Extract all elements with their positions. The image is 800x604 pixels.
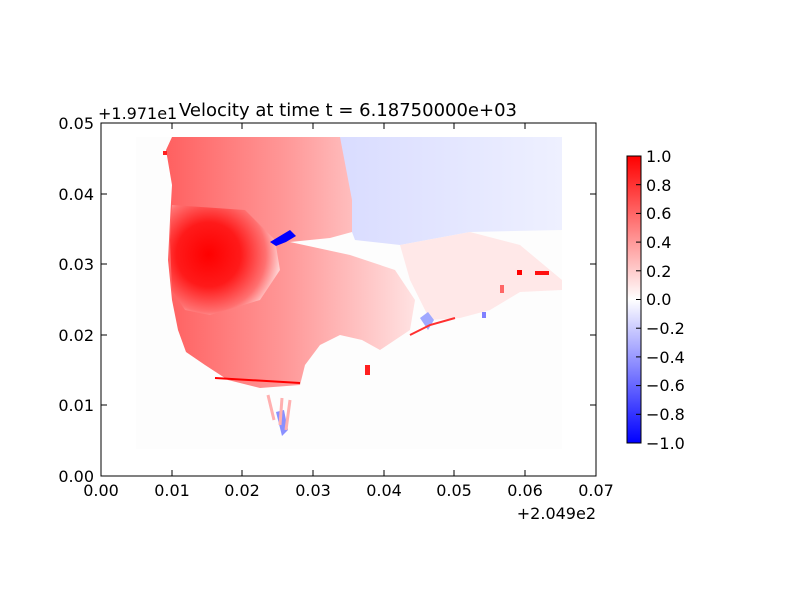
chart-title: Velocity at time t = 6.18750000e+03	[179, 100, 517, 121]
colorbar: 1.0 0.8 0.6 0.4 0.2 0.0 −0.2 −0.4 −0.6 −…	[626, 147, 685, 453]
speckle-3	[535, 271, 549, 275]
y-tick-label: 0.01	[58, 396, 94, 415]
y-tick-label: 0.05	[58, 114, 94, 133]
y-axis: 0.00 0.01 0.02 0.03 0.04 0.05 +1.971e1	[58, 104, 596, 486]
colorbar-tick-label: 0.8	[646, 176, 671, 195]
colorbar-tick-label: −0.2	[646, 319, 685, 338]
speckle-6	[365, 365, 370, 375]
speckle-1	[163, 151, 167, 155]
y-tick-label: 0.02	[58, 326, 94, 345]
field-region-east-lobe	[400, 232, 562, 320]
speckle-2	[517, 270, 522, 275]
field-region-core	[170, 205, 280, 315]
colorbar-tick-label: −0.4	[646, 348, 685, 367]
colorbar-tick-label: −1.0	[646, 434, 685, 453]
x-tick-label: 0.03	[295, 481, 331, 500]
x-tick-label: 0.00	[83, 481, 119, 500]
colorbar-tick-label: 0.6	[646, 204, 671, 223]
field-region-cool	[340, 137, 562, 245]
y-tick-label: 0.03	[58, 255, 94, 274]
y-tick-label: 0.04	[58, 185, 94, 204]
colorbar-tick-label: 0.0	[646, 290, 671, 309]
heatmap-field	[136, 137, 562, 449]
colorbar-tick-label: 0.4	[646, 233, 671, 252]
speckle-4	[500, 285, 504, 293]
x-tick-label: 0.05	[436, 481, 472, 500]
y-tick-label: 0.00	[58, 467, 94, 486]
red-rim-2	[409, 317, 456, 336]
red-rim	[214, 377, 301, 384]
blue-feature	[270, 230, 296, 246]
x-tick-label: 0.01	[154, 481, 190, 500]
x-axis: 0.00 0.01 0.02 0.03 0.04 0.05 0.06 0.07 …	[83, 123, 614, 523]
x-tick-label: 0.04	[366, 481, 402, 500]
y-offset-label: +1.971e1	[98, 104, 177, 123]
filament-strands	[266, 394, 292, 431]
x-tick-label: 0.02	[224, 481, 260, 500]
x-tick-label: 0.07	[578, 481, 614, 500]
x-tick-label: 0.06	[507, 481, 543, 500]
speckle-5	[482, 312, 486, 318]
x-offset-label: +2.049e2	[517, 504, 596, 523]
axes-frame	[100, 122, 597, 477]
colorbar-tick-label: −0.6	[646, 376, 685, 395]
colorbar-tick-label: −0.8	[646, 405, 685, 424]
colorbar-tick-label: 0.2	[646, 262, 671, 281]
field-region-main	[166, 137, 415, 388]
colorbar-tick-label: 1.0	[646, 147, 671, 166]
